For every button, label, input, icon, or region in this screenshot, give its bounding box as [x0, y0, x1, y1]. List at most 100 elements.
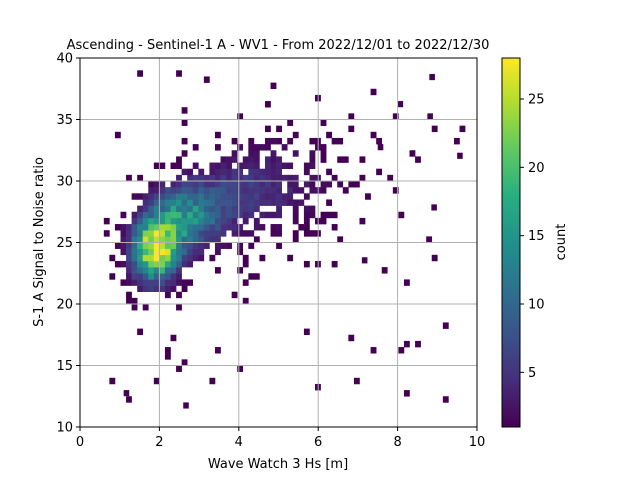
heatmap-cell [248, 174, 255, 182]
heatmap-cell [253, 150, 260, 157]
heatmap-cell [331, 224, 338, 231]
heatmap-cell [214, 168, 221, 176]
heatmap-cell [181, 285, 188, 292]
heatmap-cell [181, 224, 188, 231]
heatmap-cell [331, 260, 338, 268]
heatmap-cell [287, 174, 294, 182]
heatmap-cell [214, 181, 221, 188]
heatmap-cell [114, 242, 121, 249]
heatmap-cell [331, 211, 338, 219]
heatmap-cells [103, 70, 466, 409]
heatmap-cell [170, 285, 177, 292]
heatmap-cell [309, 181, 316, 188]
heatmap-cell [176, 199, 182, 206]
heatmap-cell [237, 267, 244, 274]
heatmap-cell [237, 144, 244, 151]
heatmap-cell [253, 193, 260, 200]
heatmap-cell [214, 347, 221, 354]
heatmap-cell [214, 236, 221, 243]
heatmap-cell [137, 328, 144, 336]
heatmap-cell [292, 217, 299, 225]
heatmap-cell [398, 211, 405, 219]
heatmap-cell [265, 101, 271, 108]
heatmap-cell [253, 144, 260, 151]
heatmap-cell [159, 187, 166, 194]
heatmap-cell [198, 248, 205, 256]
heatmap-cell [126, 248, 132, 256]
heatmap-cell [457, 152, 463, 159]
x-tick-label: 2 [155, 435, 163, 450]
heatmap-cell [148, 260, 155, 268]
heatmap-cell [287, 199, 294, 206]
heatmap-cell [209, 162, 216, 169]
heatmap-cell [248, 205, 255, 213]
heatmap-cell [237, 230, 244, 237]
heatmap-cell [153, 254, 160, 262]
heatmap-cell [203, 242, 210, 249]
heatmap-cell [198, 254, 205, 262]
heatmap-cell [281, 199, 288, 206]
heatmap-cell [153, 162, 160, 169]
heatmap-cell [214, 211, 221, 219]
heatmap-cell [164, 193, 171, 200]
heatmap-cell [292, 174, 299, 182]
heatmap-cell [259, 174, 266, 182]
heatmap-cell [181, 205, 188, 213]
heatmap-cell [131, 224, 138, 231]
heatmap-cell [209, 205, 216, 213]
heatmap-cell [137, 224, 144, 231]
heatmap-cell [398, 347, 405, 354]
heatmap-cell [361, 257, 368, 264]
y-axis: 10 15 20 25 30 35 40 [56, 52, 80, 436]
heatmap-cell [126, 267, 132, 274]
heatmap-cell [142, 260, 149, 268]
heatmap-cell [192, 242, 199, 249]
heatmap-cell [164, 273, 171, 280]
heatmap-cell [164, 187, 171, 194]
heatmap-cell [176, 162, 182, 169]
heatmap-cell [276, 205, 282, 213]
heatmap-cell [359, 174, 366, 182]
heatmap-cell [153, 217, 160, 225]
heatmap-cell [109, 377, 116, 385]
heatmap-cell [120, 211, 127, 219]
heatmap-cell [187, 187, 194, 194]
heatmap-cell [198, 187, 205, 194]
heatmap-cell [220, 242, 227, 249]
heatmap-cell [226, 217, 232, 225]
heatmap-cell [187, 199, 194, 206]
heatmap-cell [176, 267, 182, 274]
heatmap-cell [164, 291, 171, 299]
heatmap-cell [276, 162, 282, 169]
heatmap-cell [192, 174, 199, 182]
heatmap-cell [176, 174, 182, 182]
heatmap-cell [237, 193, 244, 200]
heatmap-cell [159, 248, 166, 256]
heatmap-cell [309, 162, 316, 169]
heatmap-cell [181, 150, 188, 157]
heatmap-cell [131, 279, 138, 286]
heatmap-cell [242, 187, 249, 194]
heatmap-cell [192, 193, 199, 200]
heatmap-cell [203, 230, 210, 237]
heatmap-cell [242, 254, 249, 262]
heatmap-cell [170, 230, 177, 237]
heatmap-cell [281, 193, 288, 200]
heatmap-cell [242, 162, 249, 169]
heatmap-cell [442, 396, 449, 403]
heatmap-cell [198, 224, 205, 231]
heatmap-cell [109, 273, 116, 280]
heatmap-cell [320, 150, 327, 157]
heatmap-cell [198, 217, 205, 225]
heatmap-cell [337, 137, 344, 145]
heatmap-cell [109, 254, 116, 262]
heatmap-cell [176, 193, 182, 200]
heatmap-cell [231, 181, 238, 188]
heatmap-cell [192, 254, 199, 262]
heatmap-cell [187, 230, 194, 237]
heatmap-cell [164, 260, 171, 268]
heatmap-cell [148, 242, 155, 249]
y-tick-label: 10 [56, 421, 73, 436]
heatmap-cell [181, 260, 188, 268]
heatmap-cell [203, 174, 210, 182]
